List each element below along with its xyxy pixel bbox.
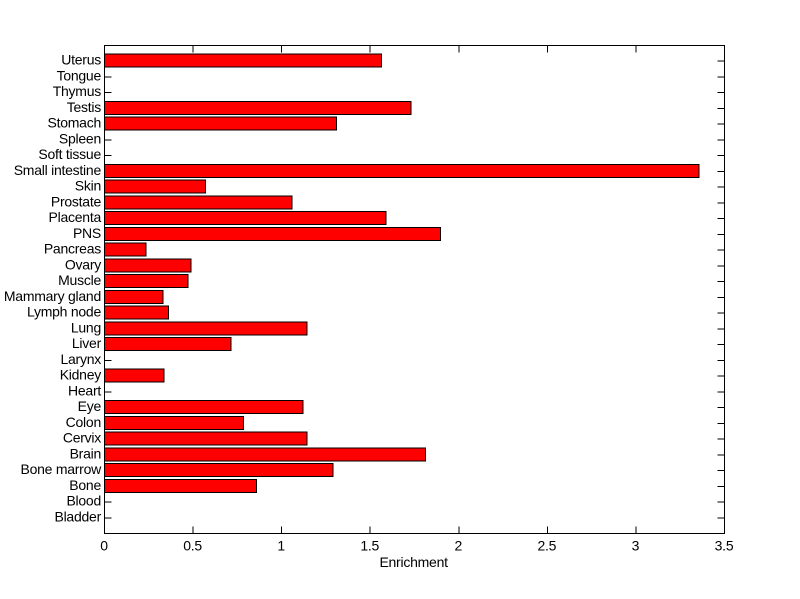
svg-text:1.5: 1.5 — [360, 538, 379, 554]
svg-text:Cervix: Cervix — [63, 430, 101, 446]
svg-text:Muscle: Muscle — [58, 272, 101, 288]
svg-text:Bone marrow: Bone marrow — [20, 461, 102, 477]
svg-text:Small intestine: Small intestine — [14, 162, 102, 178]
svg-text:3: 3 — [632, 538, 640, 554]
svg-text:Spleen: Spleen — [59, 130, 101, 146]
svg-text:Colon: Colon — [66, 414, 101, 430]
svg-text:Stomach: Stomach — [48, 115, 102, 131]
svg-text:Tongue: Tongue — [57, 67, 102, 83]
svg-text:Larynx: Larynx — [60, 351, 101, 367]
svg-text:Skin: Skin — [75, 178, 101, 194]
svg-text:Pancreas: Pancreas — [44, 241, 101, 257]
svg-text:Brain: Brain — [70, 445, 101, 461]
svg-text:Lung: Lung — [71, 319, 101, 335]
svg-text:Uterus: Uterus — [61, 52, 101, 68]
svg-text:Eye: Eye — [78, 398, 102, 414]
svg-text:Bladder: Bladder — [54, 508, 101, 524]
svg-text:Kidney: Kidney — [60, 367, 102, 383]
svg-text:Thymus: Thymus — [53, 83, 102, 99]
svg-text:Prostate: Prostate — [51, 193, 102, 209]
svg-text:Bone: Bone — [69, 477, 101, 493]
svg-text:Mammary gland: Mammary gland — [4, 288, 101, 304]
svg-text:Lymph node: Lymph node — [27, 304, 101, 320]
svg-text:3.5: 3.5 — [715, 538, 734, 554]
svg-text:Soft tissue: Soft tissue — [38, 146, 101, 162]
svg-text:Blood: Blood — [66, 493, 101, 509]
svg-text:Testis: Testis — [67, 99, 102, 115]
svg-text:Liver: Liver — [72, 335, 102, 351]
svg-text:Heart: Heart — [68, 382, 101, 398]
svg-text:1: 1 — [277, 538, 285, 554]
svg-text:Placenta: Placenta — [49, 209, 102, 225]
svg-text:Ovary: Ovary — [65, 256, 101, 272]
svg-text:2.5: 2.5 — [538, 538, 557, 554]
svg-text:Enrichment: Enrichment — [379, 554, 448, 570]
svg-text:PNS: PNS — [73, 225, 101, 241]
svg-text:2: 2 — [455, 538, 463, 554]
svg-text:0.5: 0.5 — [183, 538, 202, 554]
svg-text:0: 0 — [100, 538, 108, 554]
